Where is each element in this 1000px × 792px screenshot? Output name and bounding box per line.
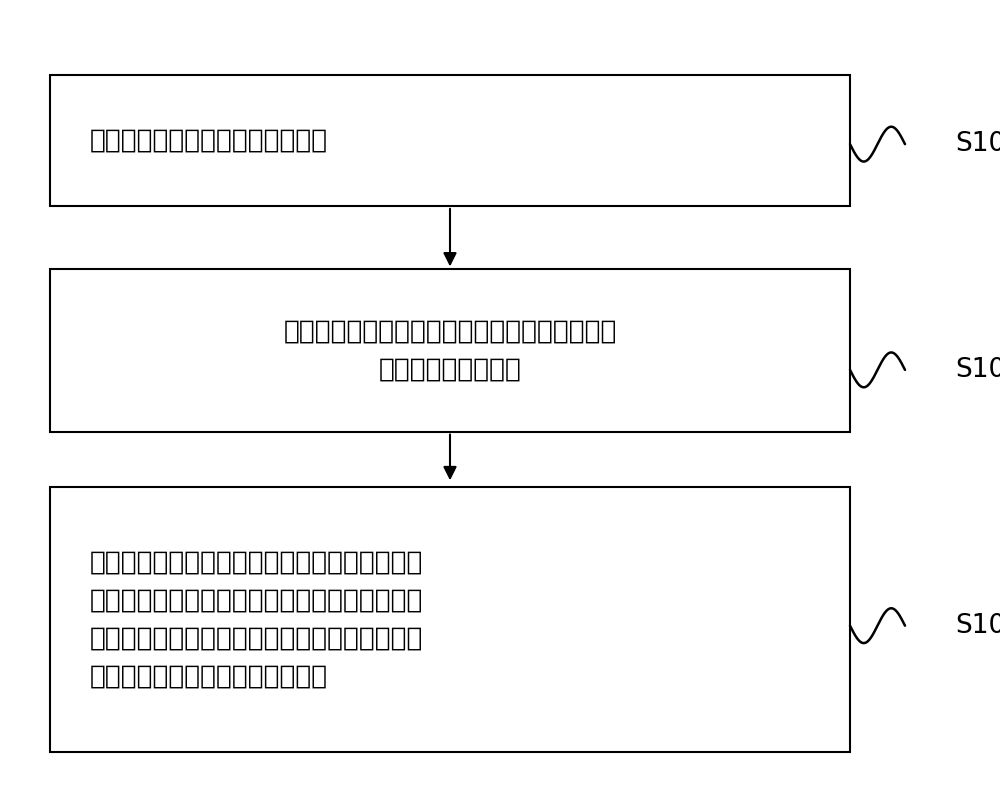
Bar bbox=[50, 75, 850, 206]
Text: 根据层次分析法将所述评价指标数据进行分级，
得到多级指标数据；: 根据层次分析法将所述评价指标数据进行分级， 得到多级指标数据； bbox=[283, 318, 617, 383]
Bar bbox=[50, 269, 850, 432]
Text: S102: S102 bbox=[955, 357, 1000, 383]
Text: S101: S101 bbox=[955, 131, 1000, 157]
Text: S103: S103 bbox=[955, 613, 1000, 638]
Bar bbox=[50, 487, 850, 752]
Text: 将所述多级指标数据输入评估模型，得到第一评
价分数，所述评估模型为通过熵值法和层次分析
法构建得到的，所述第一评价分数为所述待评价
地区的电力营商环境的评价分数: 将所述多级指标数据输入评估模型，得到第一评 价分数，所述评估模型为通过熵值法和层… bbox=[90, 550, 423, 690]
Text: 获取待评价地区的评价指标数据；: 获取待评价地区的评价指标数据； bbox=[90, 128, 328, 154]
